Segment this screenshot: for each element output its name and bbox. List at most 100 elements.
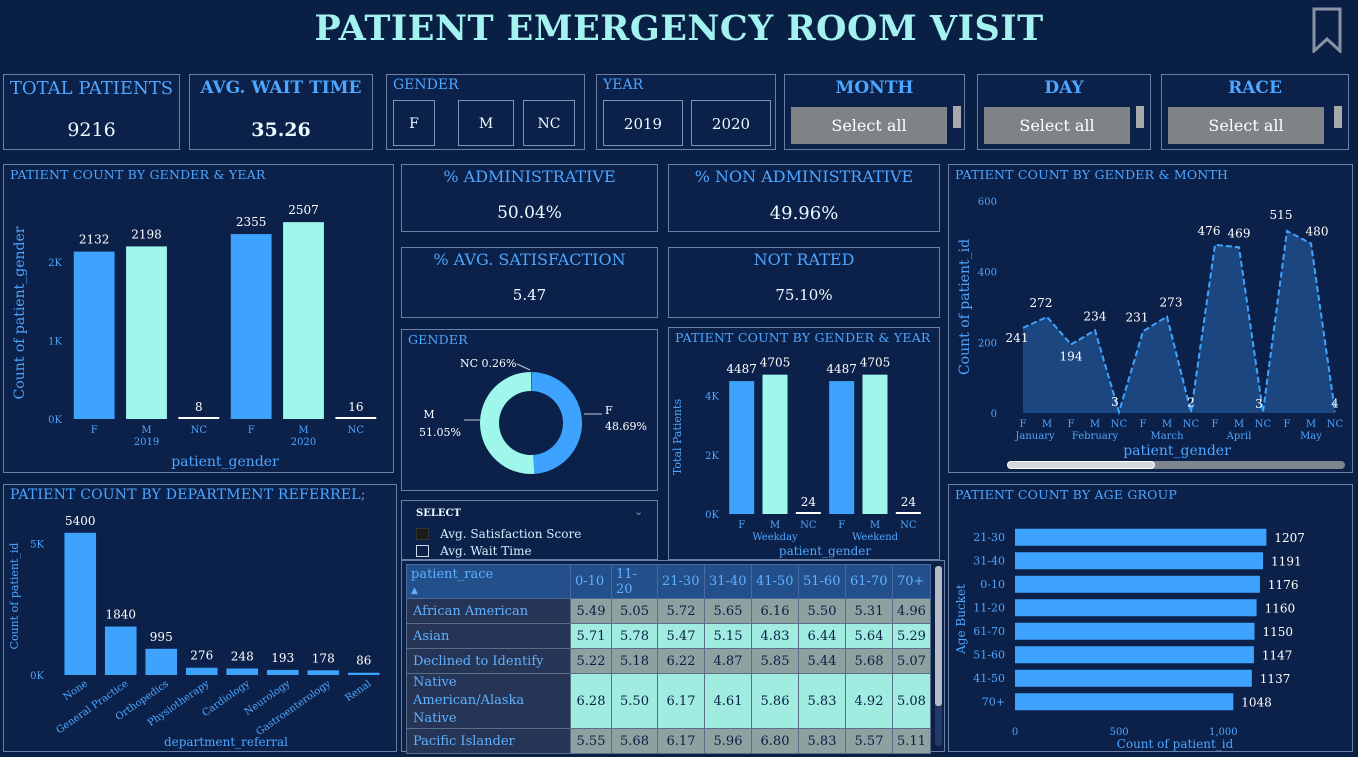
table-cell: 5.31	[845, 598, 893, 624]
kpi-label: % AVG. SATISFACTION	[433, 250, 626, 269]
bar	[1015, 669, 1252, 687]
horizontal-scrollbar[interactable]	[1007, 461, 1345, 469]
dropdown-label: MONTH	[835, 78, 914, 98]
x-tick-label: NC	[1111, 419, 1128, 430]
column-header-patient-race[interactable]: patient_race ▲	[406, 564, 571, 599]
group-label: 2019	[134, 437, 159, 448]
x-tick-label: F	[738, 520, 745, 531]
table-cell: 5.68	[845, 648, 893, 674]
y-tick-label: 0K	[30, 671, 44, 682]
pct-non-admin-card: % NON ADMINISTRATIVE 49.96%	[668, 164, 940, 232]
x-axis-label: Count of patient_id	[1117, 737, 1234, 751]
scrollbar[interactable]	[1136, 106, 1144, 128]
race-age-table: patient_race ▲ 0-10 11-20 21-30 31-40 41-…	[406, 564, 931, 754]
y-tick-label: 31-40	[973, 554, 1005, 567]
gender-option-f[interactable]: F	[393, 100, 435, 146]
bookmark-icon[interactable]	[1312, 7, 1342, 53]
slice-label: M	[423, 408, 434, 421]
table-row[interactable]: Asian 5.71 5.78 5.47 5.15 4.83 6.44 5.64 5.29	[406, 623, 931, 649]
table-cell: 5.22	[570, 648, 612, 674]
table-cell: 5.83	[798, 728, 846, 754]
table-row[interactable]: Native American/Alaska Native 6.28 5.50 6.1…	[406, 673, 931, 729]
data-label: 2	[1187, 395, 1195, 409]
area-fill	[1023, 231, 1335, 413]
data-label: 4487	[726, 362, 757, 376]
data-label: 194	[1060, 349, 1083, 363]
kpi-value: 75.10%	[775, 286, 833, 304]
select-option[interactable]: Avg. Wait Time	[416, 540, 532, 558]
gender-month-chart: 0 200 400 600 Count of patient_id 241 F 272 M 194…	[957, 197, 1344, 459]
gender-daytype-chart-panel: PATIENT COUNT BY GENDER & YEAR 0K 2K 4K Tot…	[668, 327, 940, 560]
scrollbar-thumb[interactable]	[1007, 461, 1155, 469]
checkbox[interactable]	[416, 544, 429, 557]
data-label: 272	[1030, 296, 1053, 310]
data-label: 995	[150, 630, 173, 644]
kpi-label: NOT RATED	[753, 250, 855, 269]
day-select[interactable]: Select all	[984, 107, 1130, 144]
table-cell: 4.61	[704, 673, 752, 729]
table-scrollbar[interactable]	[935, 566, 942, 746]
sort-asc-icon[interactable]: ▲	[411, 585, 418, 596]
kpi-label: % NON ADMINISTRATIVE	[694, 167, 914, 186]
column-header[interactable]: 21-30	[657, 564, 705, 599]
x-tick-label: General Practice	[54, 678, 130, 736]
group-label: February	[1072, 431, 1119, 442]
x-axis-label: department_referral	[164, 735, 288, 749]
column-header[interactable]: 31-40	[704, 564, 752, 599]
scrollbar[interactable]	[1334, 106, 1342, 128]
table-cell: 5.15	[704, 623, 752, 649]
table-row[interactable]: Pacific Islander 5.55 5.68 6.17 5.96 6.80 5.83…	[406, 728, 931, 754]
column-header[interactable]: 41-50	[751, 564, 799, 599]
leader-line	[516, 363, 531, 371]
table-row[interactable]: Declined to Identify 5.22 5.18 6.22 4.87 5.85…	[406, 648, 931, 674]
column-header[interactable]: 51-60	[798, 564, 846, 599]
x-tick-label: F	[1020, 419, 1027, 430]
column-header[interactable]: 61-70	[845, 564, 893, 599]
gender-option-nc[interactable]: NC	[523, 100, 575, 146]
month-select[interactable]: Select all	[791, 107, 947, 144]
y-tick-label: 0-10	[980, 578, 1005, 591]
data-label: 4	[1331, 397, 1339, 411]
checkbox[interactable]	[416, 527, 429, 540]
bar	[729, 381, 755, 514]
chevron-down-icon[interactable]: ⌄	[634, 505, 644, 518]
table-cell: 5.55	[570, 728, 612, 754]
kpi-label: AVG. WAIT TIME	[200, 78, 362, 98]
dropdown-label: RACE	[1228, 78, 1282, 98]
table-cell: 4.92	[845, 673, 893, 729]
race-select[interactable]: Select all	[1168, 107, 1324, 144]
table-cell: 6.17	[657, 673, 705, 729]
table-cell: 5.78	[611, 623, 658, 649]
x-tick-label: 500	[1110, 727, 1129, 738]
year-option-2019[interactable]: 2019	[603, 100, 683, 146]
table-cell: 5.96	[704, 728, 752, 754]
x-tick-label: NC	[1327, 419, 1344, 430]
table-cell: 5.44	[798, 648, 846, 674]
data-label: 1191	[1271, 554, 1302, 568]
data-label: 4705	[860, 356, 891, 370]
scrollbar-thumb[interactable]	[935, 566, 942, 706]
gender-option-m[interactable]: M	[458, 100, 514, 146]
y-tick-label: 0K	[705, 510, 719, 521]
data-label: 248	[231, 649, 254, 663]
y-tick-label: 1K	[48, 336, 62, 347]
gender-donut-panel: GENDER F 48.69% M 51.05% NC 0.26%	[401, 329, 658, 491]
column-header[interactable]: 11-20	[611, 564, 658, 599]
table-row[interactable]: African American 5.49 5.05 5.72 5.65 6.16 5.50…	[406, 598, 931, 624]
column-header[interactable]: 0-10	[570, 564, 612, 599]
x-tick-label: F	[248, 425, 255, 436]
dept-referral-chart: 0K 5K Count of patient_id 5400 None 1840 Gener…	[8, 514, 380, 749]
data-label: 273	[1160, 296, 1183, 310]
row-label: African American	[406, 598, 571, 624]
donut-slice	[480, 372, 535, 474]
x-tick-label: M	[770, 520, 780, 531]
select-option[interactable]: Avg. Satisfaction Score	[416, 523, 581, 541]
data-label: 276	[190, 649, 213, 663]
scrollbar[interactable]	[953, 106, 961, 128]
x-tick-label: F	[1140, 419, 1147, 430]
bar	[1015, 646, 1254, 664]
column-header[interactable]: 70+	[892, 564, 931, 599]
data-label: 1176	[1268, 578, 1299, 592]
year-option-2020[interactable]: 2020	[691, 100, 771, 146]
table-cell: 5.11	[892, 728, 931, 754]
